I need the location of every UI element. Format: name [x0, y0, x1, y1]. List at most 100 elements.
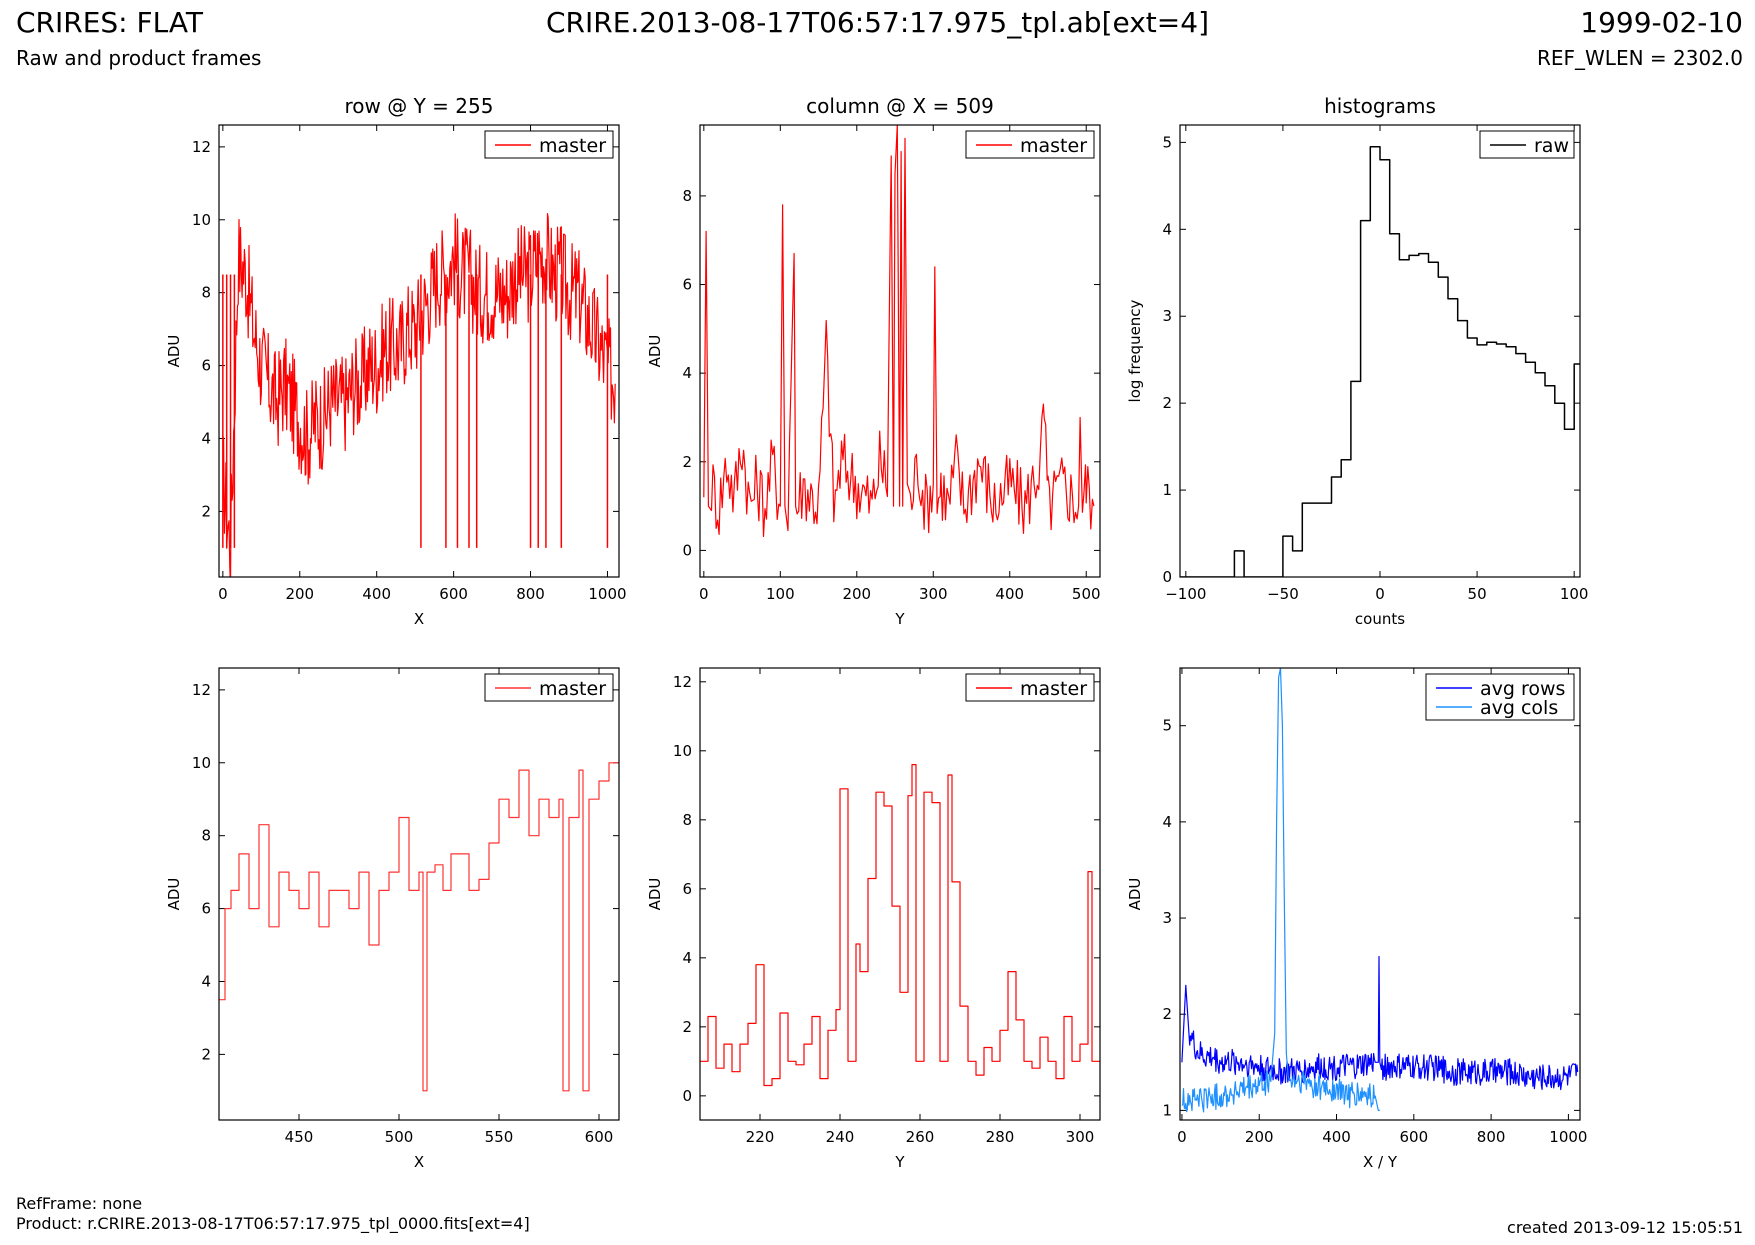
x-tick-label: 200 — [842, 585, 871, 603]
legend-label: master — [539, 135, 606, 157]
file-name: CRIRE.2013-08-17T06:57:17.975_tpl.ab[ext… — [545, 6, 1209, 39]
ref-frame: RefFrame: none — [16, 1194, 143, 1213]
y-axis-label: ADU — [165, 335, 183, 368]
y-tick-label: 6 — [682, 880, 692, 898]
chart-avg: X / Y ADU 0 200 400 600 800 1000 1 2 3 4 5 avg rowsav… — [1126, 667, 1587, 1171]
plot-frame — [1179, 124, 1581, 578]
plot-frame — [699, 667, 1101, 1121]
y-tick-label: 12 — [192, 681, 211, 699]
legend-label: raw — [1534, 135, 1569, 157]
series-line-master — [703, 125, 1095, 538]
y-tick-label: 10 — [192, 211, 211, 229]
x-tick-label: 400 — [995, 585, 1024, 603]
x-axis-label: Y — [894, 610, 905, 628]
series-line-avg-rows — [1181, 955, 1579, 1091]
x-tick-label: 1000 — [588, 585, 626, 603]
x-tick-label: 220 — [746, 1128, 775, 1146]
y-tick-label: 4 — [682, 949, 692, 967]
x-tick-label: 200 — [1245, 1128, 1274, 1146]
plot-frame — [1179, 667, 1581, 1121]
x-tick-label: −100 — [1165, 585, 1206, 603]
y-tick-label: 12 — [673, 673, 692, 691]
y-tick-label: 6 — [682, 276, 692, 294]
y-tick-label: 10 — [192, 754, 211, 772]
y-tick-label: 8 — [682, 811, 692, 829]
x-tick-label: 0 — [699, 585, 709, 603]
y-tick-label: 2 — [1162, 1005, 1172, 1023]
y-tick-label: 0 — [682, 1087, 692, 1105]
chart-col-full: column @ X = 509 Y ADU 0 100 200 300 400 500 0 2 4 6… — [646, 94, 1101, 628]
x-tick-label: 800 — [1477, 1128, 1506, 1146]
page-subtitle: Raw and product frames — [16, 46, 262, 70]
x-tick-label: 100 — [1560, 585, 1589, 603]
y-tick-label: 6 — [201, 357, 211, 375]
created-timestamp: created 2013-09-12 15:05:51 — [1507, 1218, 1743, 1237]
x-tick-label: 600 — [585, 1128, 614, 1146]
x-tick-label: −50 — [1267, 585, 1299, 603]
x-axis-label: Y — [894, 1153, 905, 1171]
y-tick-label: 1 — [1162, 1101, 1172, 1119]
y-tick-label: 8 — [201, 284, 211, 302]
y-tick-label: 2 — [682, 1018, 692, 1036]
series-line-master — [222, 213, 616, 577]
plot-frame — [218, 124, 620, 578]
legend: master — [484, 130, 614, 159]
y-axis-label: ADU — [165, 878, 183, 911]
plot-frame — [218, 667, 620, 1121]
y-axis-label: log frequency — [1126, 299, 1144, 402]
x-tick-label: 400 — [1322, 1128, 1351, 1146]
x-axis-label: X / Y — [1363, 1153, 1398, 1171]
y-tick-label: 2 — [201, 1045, 211, 1063]
x-tick-label: 400 — [362, 585, 391, 603]
x-tick-label: 0 — [1177, 1128, 1187, 1146]
plot-area — [222, 213, 616, 577]
y-tick-label: 8 — [682, 187, 692, 205]
y-tick-label: 1 — [1162, 481, 1172, 499]
x-tick-label: 600 — [1399, 1128, 1428, 1146]
x-tick-label: 0 — [218, 585, 228, 603]
chart-col-zoom: Y ADU 220 240 260 280 300 0 2 4 6 8 10 12 master — [646, 667, 1101, 1171]
y-tick-label: 0 — [1162, 568, 1172, 586]
y-tick-label: 12 — [192, 138, 211, 156]
x-axis-label: counts — [1355, 610, 1405, 628]
y-tick-label: 2 — [682, 453, 692, 471]
y-tick-label: 3 — [1162, 909, 1172, 927]
y-tick-label: 2 — [1162, 394, 1172, 412]
legend: master — [965, 673, 1095, 702]
x-tick-label: 600 — [439, 585, 468, 603]
legend-box — [1425, 673, 1575, 721]
y-tick-label: 6 — [201, 900, 211, 918]
x-tick-label: 800 — [516, 585, 545, 603]
x-tick-label: 280 — [986, 1128, 1015, 1146]
y-tick-label: 10 — [673, 742, 692, 760]
x-tick-label: 500 — [1072, 585, 1101, 603]
y-axis-label: ADU — [646, 335, 664, 368]
x-tick-label: 240 — [826, 1128, 855, 1146]
y-tick-label: 4 — [1162, 813, 1172, 831]
legend-label: avg rows — [1480, 678, 1565, 700]
y-tick-label: 0 — [682, 541, 692, 559]
plot-area — [1180, 145, 1580, 577]
y-tick-label: 5 — [1162, 717, 1172, 735]
legend: master — [484, 673, 614, 702]
plot-area — [700, 764, 1100, 1087]
y-tick-label: 8 — [201, 827, 211, 845]
x-tick-label: 50 — [1468, 585, 1487, 603]
y-tick-label: 2 — [201, 502, 211, 520]
x-tick-label: 0 — [1375, 585, 1385, 603]
product-name: Product: r.CRIRE.2013-08-17T06:57:17.975… — [16, 1214, 530, 1233]
chart-title: column @ X = 509 — [806, 94, 994, 118]
y-axis-label: ADU — [646, 878, 664, 911]
legend-label: master — [1020, 678, 1087, 700]
series-line-master — [219, 762, 619, 1092]
x-tick-label: 260 — [906, 1128, 935, 1146]
observation-date: 1999-02-10 — [1580, 6, 1743, 39]
plot-area — [219, 762, 619, 1092]
series-line-avg-cols — [1181, 668, 1380, 1113]
x-axis-label: X — [414, 1153, 424, 1171]
chart-title: row @ Y = 255 — [345, 94, 494, 118]
y-tick-label: 3 — [1162, 307, 1172, 325]
